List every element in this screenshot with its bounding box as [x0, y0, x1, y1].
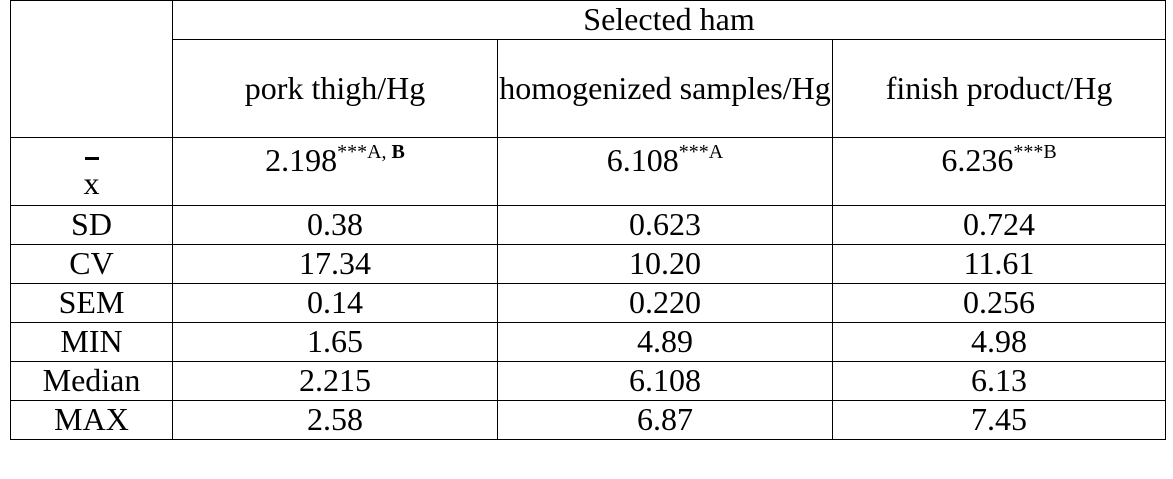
x-bar-symbol: x: [84, 155, 100, 201]
table-row-max: MAX 2.58 6.87 7.45: [10, 400, 1167, 440]
table-cell: 11.61: [831, 244, 1167, 284]
row-label: SEM: [10, 283, 173, 323]
table-cell: 0.220: [497, 283, 833, 323]
group-header-cell: Selected ham: [171, 0, 1167, 40]
table-row-median: Median 2.215 6.108 6.13: [10, 361, 1167, 401]
table-cell: 0.623: [497, 205, 833, 245]
table-cell: 10.20: [497, 244, 833, 284]
table-cell: 17.34: [172, 244, 498, 284]
significance-marker: ***A, B: [337, 141, 405, 163]
group-header-row: Selected ham: [10, 0, 1167, 138]
table-cell: 1.65: [172, 322, 498, 362]
table-cell: 6.87: [497, 400, 833, 440]
column-header-pork-thigh: pork thigh/Hg: [172, 39, 498, 138]
significance-marker: ***A: [678, 141, 724, 163]
table-cell: 0.256: [831, 283, 1167, 323]
mean-row: x 2.198***A, B 6.108***A 6.236***B: [10, 137, 1167, 206]
mean-value: 2.198: [265, 142, 338, 178]
mean-label-cell: x: [10, 137, 173, 206]
row-label: MIN: [10, 322, 173, 362]
row-label: Median: [10, 361, 173, 401]
significance-marker: ***B: [1013, 141, 1057, 163]
column-header-homogenized: homogenized samples/Hg: [497, 39, 833, 138]
mean-cell-finish-product: 6.236***B: [831, 137, 1167, 206]
column-header-row: pork thigh/Hg homogenized samples/Hg fin…: [11, 39, 1167, 138]
statistics-table: Selected ham pork thigh/Hg homogenized s…: [10, 0, 1167, 440]
column-header-finish-product: finish product/Hg: [831, 39, 1167, 138]
table-row-sem: SEM 0.14 0.220 0.256: [10, 283, 1167, 323]
table-cell: 7.45: [831, 400, 1167, 440]
corner-cell: [10, 0, 173, 138]
mean-value: 6.108: [606, 142, 679, 178]
table-cell: 0.724: [831, 205, 1167, 245]
table-row-cv: CV 17.34 10.20 11.61: [10, 244, 1167, 284]
mean-value: 6.236: [941, 142, 1014, 178]
table-cell: 4.98: [831, 322, 1167, 362]
mean-cell-pork-thigh: 2.198***A, B: [172, 137, 498, 206]
row-label: CV: [10, 244, 173, 284]
table-cell: 6.13: [831, 361, 1167, 401]
table-cell: 0.14: [172, 283, 498, 323]
table-row-min: MIN 1.65 4.89 4.98: [10, 322, 1167, 362]
table-cell: 2.58: [172, 400, 498, 440]
row-label: MAX: [10, 400, 173, 440]
table-cell: 0.38: [172, 205, 498, 245]
table-row-sd: SD 0.38 0.623 0.724: [10, 205, 1167, 245]
table-cell: 6.108: [497, 361, 833, 401]
row-label: SD: [10, 205, 173, 245]
table-cell: 2.215: [172, 361, 498, 401]
mean-cell-homogenized: 6.108***A: [497, 137, 833, 206]
table-cell: 4.89: [497, 322, 833, 362]
